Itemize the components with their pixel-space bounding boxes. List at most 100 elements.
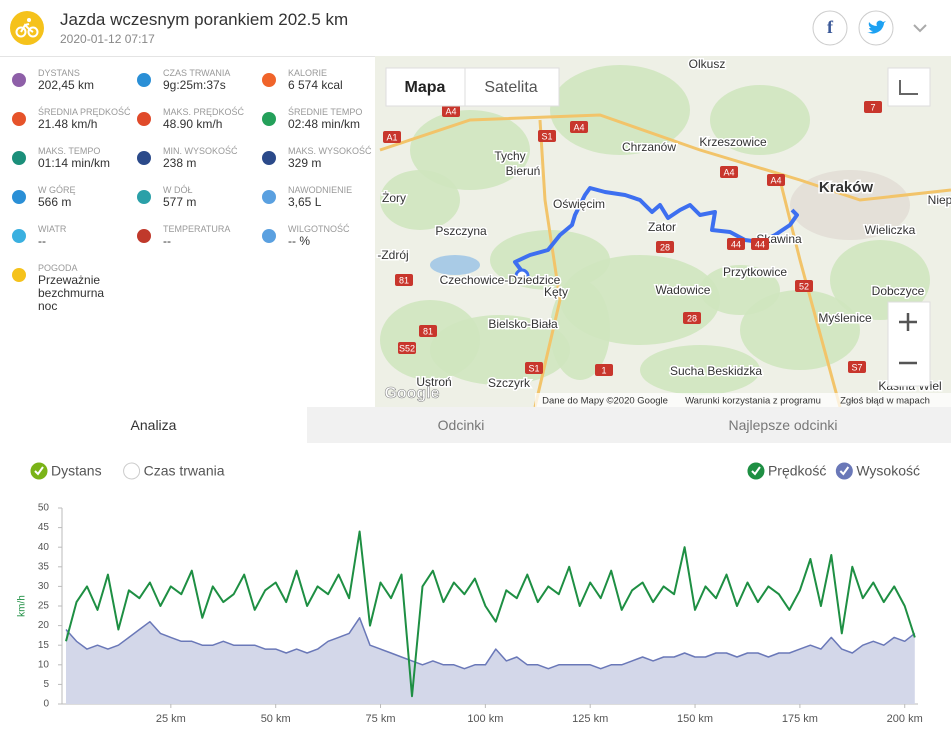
x-tick-label: 50 km	[261, 713, 291, 725]
x-mode-option[interactable]: Czas trwania	[144, 463, 225, 479]
y-axis-label: km/h	[17, 595, 28, 617]
stat-label: WIATR	[38, 224, 67, 234]
fullscreen-icon	[899, 80, 918, 95]
map-place-label: Dobczyce	[872, 284, 925, 298]
map-place-label: Czechowice-Dziedzice	[440, 273, 561, 287]
tab-active[interactable]: Analiza	[0, 407, 307, 443]
map-attribution[interactable]: Warunki korzystania z programu	[685, 396, 821, 407]
stat-label: W GÓRĘ	[38, 185, 76, 195]
svg-text:f: f	[827, 17, 834, 37]
stat-label: TEMPERATURA	[163, 224, 231, 234]
road-shield	[525, 362, 543, 374]
map-place-label: Bielsko-Biała	[488, 317, 558, 331]
road-label: S52	[399, 343, 415, 353]
map-type-button[interactable]: Mapa	[405, 79, 446, 96]
stat-label: ŚREDNIE TEMPO	[288, 107, 363, 117]
stat-value: 48.90 km/h	[163, 117, 223, 131]
stat-label: MIN. WYSOKOŚĆ	[163, 146, 238, 156]
fullscreen-button[interactable]	[887, 67, 931, 107]
map-lake	[430, 255, 480, 275]
map-road	[533, 119, 562, 407]
map-type-control[interactable]	[385, 67, 560, 107]
checkbox[interactable]	[123, 462, 141, 480]
map-forest	[380, 300, 480, 380]
map-place-label: Żory	[382, 191, 406, 205]
road-label: 81	[423, 326, 433, 336]
map-place-label: Tychy	[494, 149, 525, 163]
map-forest	[830, 240, 930, 320]
y-tick-label: 40	[38, 542, 50, 553]
road-shield	[848, 361, 866, 373]
road-shield	[751, 238, 769, 250]
stat-icon	[137, 190, 151, 204]
road-shield	[864, 101, 882, 113]
road-label: S1	[541, 131, 552, 141]
road-shield	[398, 342, 416, 354]
legend-label[interactable]: Wysokość	[856, 463, 920, 479]
map-forest	[550, 280, 610, 380]
checkmark	[839, 466, 850, 476]
tab[interactable]: Najlepsze odcinki	[615, 407, 951, 443]
map-place-label: Oświęcim	[553, 197, 605, 211]
stat-icon	[12, 73, 26, 87]
map-attribution[interactable]: Zgłoś błąd w mapach	[840, 396, 930, 407]
stat-value: Przeważnie bezchmurna noc	[38, 273, 105, 313]
stat-value: 3,65 L	[288, 195, 322, 209]
y-tick-label: 0	[43, 699, 49, 710]
road-label: A1	[386, 132, 397, 142]
y-tick-label: 5	[43, 679, 49, 690]
series-line	[65, 617, 916, 670]
road-shield	[795, 280, 813, 292]
stat-label: MAKS. TEMPO	[38, 146, 101, 156]
map-place-label: Wieliczka	[865, 223, 916, 237]
stat-icon	[262, 73, 276, 87]
map-place-label: Kraków	[819, 179, 874, 196]
map-forest	[710, 85, 810, 155]
share-buttons[interactable]: f	[812, 10, 932, 46]
road-label: 28	[660, 242, 670, 252]
y-tick-label: 35	[38, 561, 50, 572]
map-logo: Google	[384, 385, 439, 402]
map-type-button[interactable]: Satelita	[484, 79, 537, 96]
stat-value: 238 m	[163, 156, 197, 170]
stat-value: 21.48 km/h	[38, 117, 98, 131]
stat-label: ŚREDNIA PRĘDKOŚĆ	[38, 107, 131, 117]
x-mode-option[interactable]: Dystans	[51, 463, 102, 479]
stat-icon	[137, 73, 151, 87]
map-place-label: Zator	[648, 220, 676, 234]
activity-title: Jazda wczesnym porankiem 202.5 km	[60, 10, 349, 29]
activity-icon	[10, 11, 44, 45]
stat-value: 9g:25m:37s	[163, 78, 226, 92]
map-place-label: Kęty	[544, 285, 568, 299]
legend-label[interactable]: Prędkość	[768, 463, 826, 479]
stat-label: KALORIE	[288, 68, 328, 78]
stat-label: NAWODNIENIE	[288, 185, 353, 195]
series-line	[65, 530, 916, 698]
map-place-label: Szczyrk	[488, 376, 531, 390]
map-forest	[700, 265, 780, 315]
stat-icon	[262, 112, 276, 126]
map-place-label: Bieruń	[506, 164, 541, 178]
stat-value: 202,45 km	[38, 78, 95, 92]
road-shield	[395, 274, 413, 286]
road-shield	[767, 174, 785, 186]
stat-icon	[137, 112, 151, 126]
road-label: A4	[573, 122, 584, 132]
map-place-label: Chrzanów	[622, 140, 676, 154]
attribution-bar	[535, 393, 951, 407]
road-shield	[727, 238, 745, 250]
activity-date: 2020-01-12 07:17	[60, 32, 155, 46]
stat-icon	[262, 151, 276, 165]
area	[66, 617, 915, 704]
road-label: 44	[755, 239, 765, 249]
stat-label: W DÓŁ	[163, 185, 193, 195]
stat-value: 566 m	[38, 195, 72, 209]
y-tick-label: 50	[38, 503, 50, 514]
checkmark	[751, 466, 761, 476]
road-label: S1	[528, 363, 539, 373]
x-tick-label: 200 km	[887, 713, 923, 725]
tab[interactable]: Odcinki	[307, 407, 615, 443]
road-label: 52	[799, 281, 809, 291]
